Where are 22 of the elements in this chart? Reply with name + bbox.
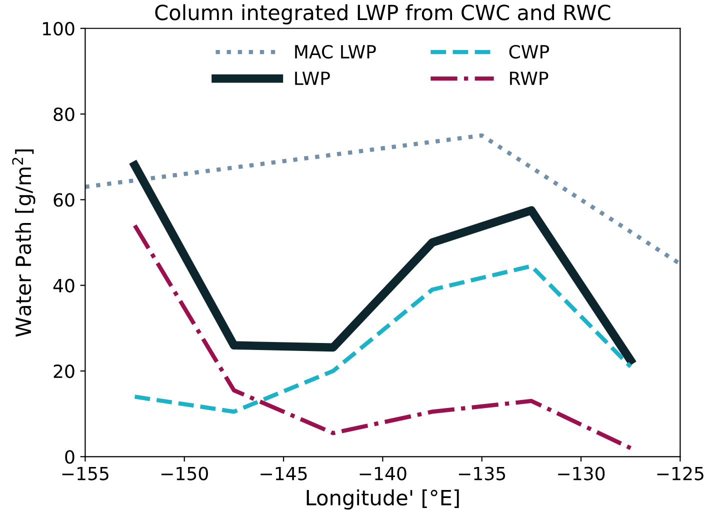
x-tick-label: −140 <box>360 466 406 480</box>
x-tick-label: −155 <box>62 466 108 480</box>
x-tick-label: −125 <box>657 466 704 480</box>
legend-label: CWP <box>509 44 550 59</box>
y-tick-label: 20 <box>54 364 74 378</box>
x-tick-label: −145 <box>260 466 307 480</box>
legend-label: MAC LWP <box>295 44 376 59</box>
y-axis-title: Water Path [g/m$^{2}$] <box>12 150 36 337</box>
legend-label: LWP <box>295 72 330 85</box>
y-tick-label: 80 <box>54 107 74 122</box>
y-tick-label: 100 <box>43 22 74 36</box>
chart-title: Column integrated LWP from CWC and RWC <box>155 4 610 24</box>
line-series <box>132 264 633 414</box>
legend-label: RWP <box>510 72 548 85</box>
x-tick-label: −135 <box>458 466 506 480</box>
x-axis-title: Longitude' [°E] <box>306 489 459 510</box>
y-tick-label: 40 <box>53 278 74 292</box>
x-tick-label: −130 <box>558 466 605 480</box>
y-tick-label: 0 <box>65 450 74 464</box>
line-series <box>132 223 633 450</box>
y-tick-label: 60 <box>54 193 74 207</box>
x-tick-label: −150 <box>161 466 208 480</box>
